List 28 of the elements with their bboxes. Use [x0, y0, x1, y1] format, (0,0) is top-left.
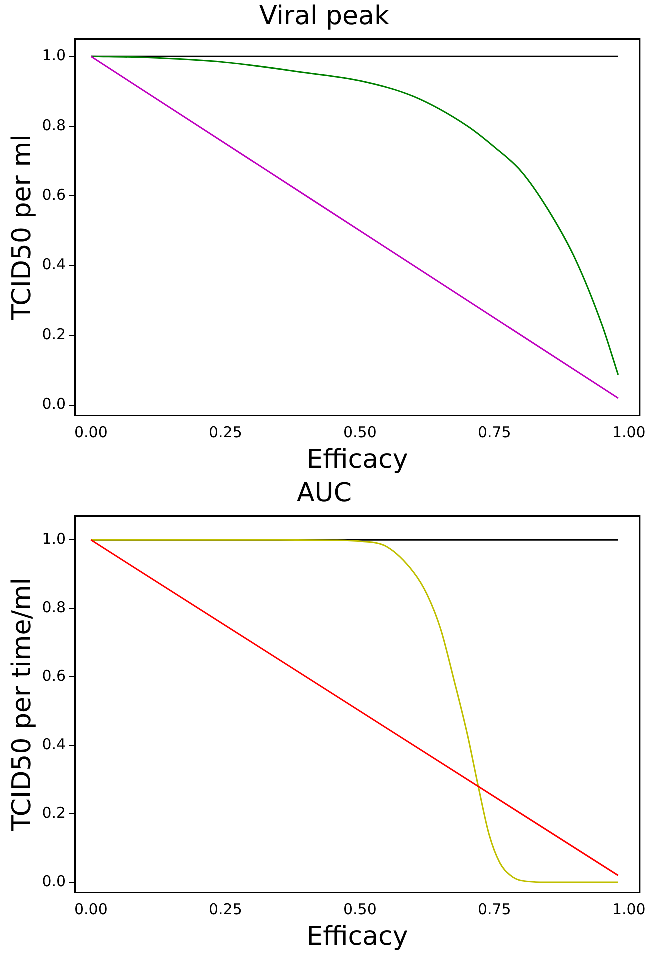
x-tick-label: 1.00 [612, 900, 646, 919]
y-tick-label: 0.0 [42, 395, 66, 414]
y-tick-label: 0.8 [42, 598, 66, 617]
x-tick-label: 0.25 [208, 900, 242, 919]
chart-title: AUC [297, 478, 352, 508]
y-axis-title: TCID50 per time/ml [7, 578, 38, 832]
y-tick-label: 0.4 [42, 256, 66, 274]
y-tick-label: 0.0 [42, 872, 66, 890]
x-tick-label: 0.00 [74, 424, 108, 442]
x-tick-label: 1.00 [612, 424, 646, 442]
x-tick-label: 0.50 [343, 424, 377, 442]
y-tick-label: 0.2 [42, 325, 66, 344]
y-tick-label: 0.2 [42, 804, 66, 822]
x-tick-label: 0.75 [478, 424, 512, 442]
x-tick-label: 0.25 [208, 424, 242, 442]
x-tick-label: 0.00 [74, 900, 108, 919]
x-tick-label: 0.75 [478, 900, 512, 919]
y-axis-title: TCID50 per ml [7, 134, 38, 322]
chart-title: Viral peak [259, 1, 390, 32]
y-tick-label: 1.0 [42, 46, 66, 65]
y-tick-label: 0.6 [42, 186, 66, 204]
x-axis-title: Efficacy [306, 922, 408, 952]
y-tick-label: 0.8 [42, 116, 66, 134]
y-tick-label: 0.6 [42, 667, 66, 685]
x-tick-label: 0.50 [343, 900, 377, 919]
y-tick-label: 1.0 [42, 530, 66, 548]
y-tick-label: 0.4 [42, 735, 66, 754]
x-axis-title: Efficacy [306, 445, 408, 476]
